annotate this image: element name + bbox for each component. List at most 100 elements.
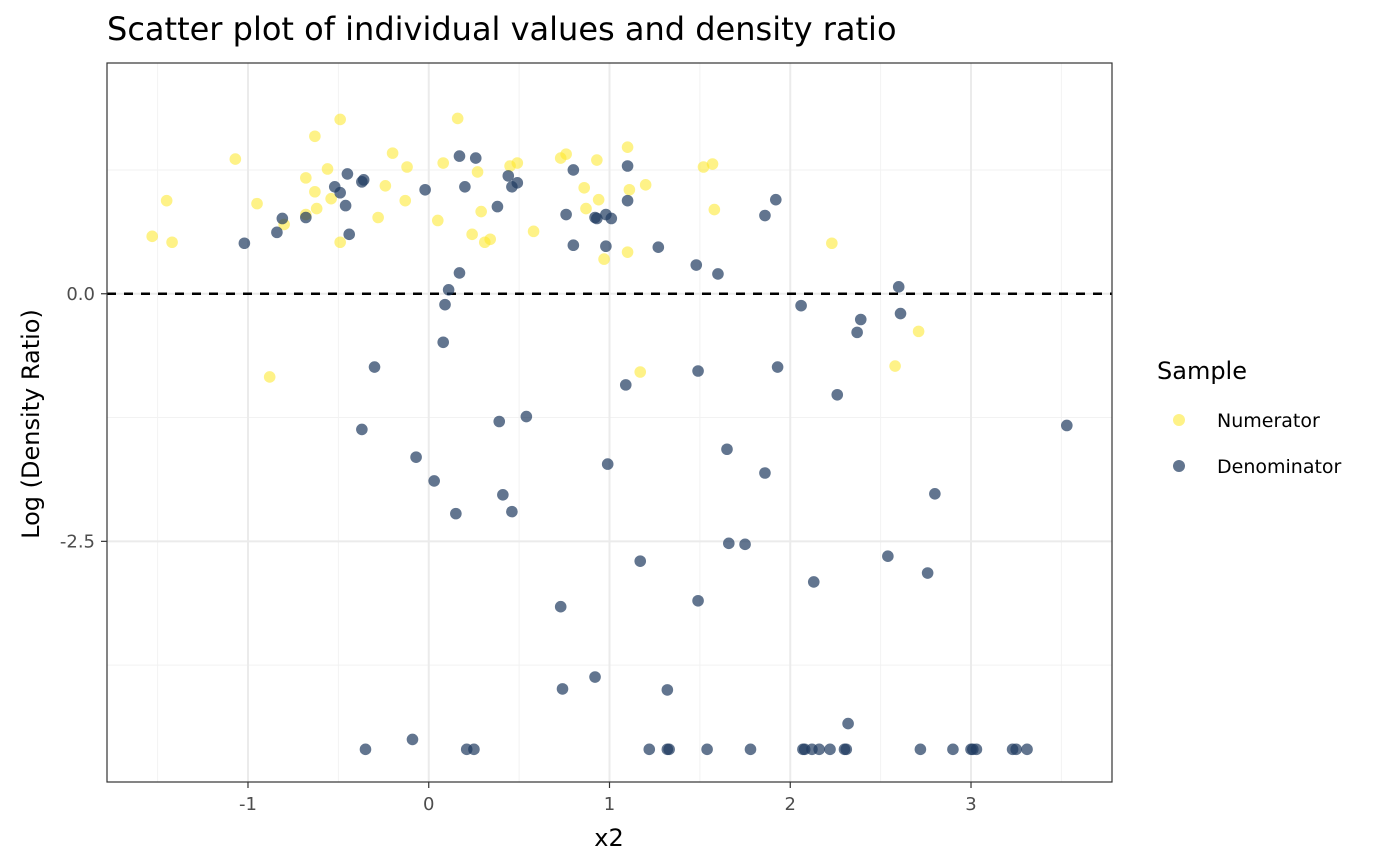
denominator-point xyxy=(341,168,354,180)
denominator-point xyxy=(769,193,782,206)
denominator-point xyxy=(771,361,784,373)
numerator-point xyxy=(621,246,634,258)
denominator-point xyxy=(439,298,451,311)
numerator-point xyxy=(300,172,312,184)
denominator-point xyxy=(520,410,533,423)
denominator-point xyxy=(712,268,724,280)
denominator-points xyxy=(238,150,1073,756)
numerator-point xyxy=(325,192,337,205)
denominator-point xyxy=(831,388,844,401)
numerator-point xyxy=(160,194,173,207)
numerator-point xyxy=(697,161,710,173)
denominator-point xyxy=(824,743,836,756)
denominator-point xyxy=(238,237,251,250)
denominator-point xyxy=(721,443,733,456)
numerator-point xyxy=(889,360,901,372)
numerator-point xyxy=(321,163,334,175)
denominator-point xyxy=(807,576,820,588)
axis-ticks: -1 0 1 2 3 0.0 -2.5 xyxy=(60,284,977,815)
denominator-point xyxy=(621,160,634,172)
numerator-point xyxy=(431,214,444,227)
denominator-point xyxy=(634,555,647,567)
x-tick-label: 1 xyxy=(604,794,615,815)
numerator-point xyxy=(560,148,572,160)
numerator-point xyxy=(263,371,276,383)
denominator-point xyxy=(506,505,518,518)
numerator-point xyxy=(334,113,346,126)
grid-lines xyxy=(107,63,1112,782)
numerator-point xyxy=(399,194,412,207)
denominator-point xyxy=(744,743,757,756)
denominator-point xyxy=(453,150,466,162)
denominator-point xyxy=(497,488,509,501)
x-tick-label: -1 xyxy=(239,794,257,815)
denominator-point xyxy=(882,550,894,562)
denominator-point xyxy=(619,379,632,391)
denominator-point xyxy=(690,259,703,271)
denominator-point xyxy=(795,299,807,312)
numerator-point xyxy=(309,130,321,143)
numerator-point xyxy=(706,158,719,170)
denominator-point xyxy=(929,488,941,500)
numerator-point xyxy=(621,141,634,153)
x-tick-label: 0 xyxy=(423,794,434,815)
numerator-point xyxy=(708,203,721,216)
denominator-point xyxy=(469,152,482,164)
denominator-point xyxy=(921,567,934,579)
denominator-point xyxy=(605,212,618,225)
denominator-point xyxy=(661,684,674,696)
denominator-point xyxy=(468,743,480,756)
denominator-point xyxy=(842,717,854,730)
denominator-point xyxy=(511,177,524,189)
denominator-point xyxy=(692,594,704,607)
denominator-point xyxy=(406,733,419,746)
numerator-point xyxy=(475,205,487,218)
numerator-point xyxy=(484,233,497,246)
numerator-point xyxy=(639,179,652,191)
denominator-point xyxy=(450,507,462,520)
numerator-point xyxy=(309,185,321,198)
denominator-point xyxy=(343,228,356,241)
denominator-point xyxy=(442,283,455,296)
denominator-point xyxy=(854,313,867,326)
denominator-point xyxy=(600,240,612,253)
denominator-point xyxy=(276,212,289,225)
denominator-point xyxy=(701,743,713,756)
numerator-point xyxy=(580,202,592,215)
numerator-point xyxy=(146,230,158,243)
numerator-point xyxy=(634,366,647,378)
denominator-point xyxy=(556,683,569,695)
denominator-point xyxy=(410,451,422,463)
denominator-point xyxy=(459,180,471,193)
denominator-point xyxy=(970,743,983,756)
denominator-point xyxy=(739,538,751,551)
denominator-point xyxy=(894,307,907,320)
numerator-point xyxy=(166,236,178,249)
numerator-point xyxy=(591,154,603,166)
denominator-point xyxy=(567,164,580,176)
denominator-point xyxy=(692,365,704,377)
denominator-point xyxy=(334,186,346,199)
denominator-point xyxy=(567,239,580,252)
denominator-point xyxy=(591,212,603,225)
numerator-point xyxy=(334,236,346,249)
numerator-point xyxy=(527,225,540,238)
numerator-point xyxy=(578,181,590,194)
denominator-point xyxy=(643,743,656,756)
numerator-point xyxy=(623,183,636,196)
denominator-point xyxy=(428,475,440,487)
denominator-point xyxy=(491,200,504,213)
denominator-point xyxy=(453,267,466,279)
numerator-point xyxy=(310,202,323,215)
denominator-point xyxy=(356,423,368,436)
numerator-point xyxy=(386,147,399,159)
legend-key-denominator xyxy=(1173,460,1185,472)
denominator-point xyxy=(359,743,372,756)
denominator-point xyxy=(560,208,572,221)
denominator-point xyxy=(663,743,675,756)
denominator-point xyxy=(493,415,506,428)
denominator-point xyxy=(722,537,735,550)
x-axis-title: x2 xyxy=(594,824,623,852)
x-tick-label: 3 xyxy=(965,794,976,815)
